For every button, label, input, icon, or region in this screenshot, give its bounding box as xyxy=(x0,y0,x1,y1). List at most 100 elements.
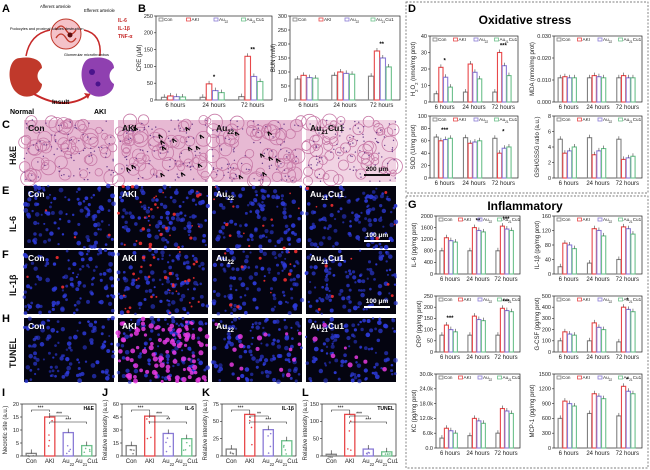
dapi-nucleus xyxy=(348,272,352,276)
dapi-nucleus xyxy=(121,215,125,219)
y-tick-label: 100 xyxy=(310,419,319,425)
nucleus-dot xyxy=(48,140,50,143)
dapi-nucleus xyxy=(49,231,54,236)
dapi-nucleus xyxy=(30,301,34,305)
tunel-positive-cell xyxy=(148,345,154,351)
dapi-nucleus xyxy=(283,325,288,330)
legend-swatch xyxy=(477,375,483,380)
dapi-nucleus xyxy=(161,283,164,286)
cytokine-signal xyxy=(393,223,396,226)
dapi-nucleus xyxy=(384,231,388,235)
dapi-nucleus xyxy=(33,220,38,226)
dapi-nucleus xyxy=(34,372,37,376)
nucleus-dot xyxy=(58,130,60,133)
dapi-nucleus xyxy=(95,265,98,269)
cytokine-signal xyxy=(155,295,158,298)
dapi-nucleus xyxy=(138,307,141,310)
dapi-nucleus xyxy=(326,227,330,230)
dapi-nucleus xyxy=(104,370,109,375)
scale-bar-label: 200 μm xyxy=(366,166,389,173)
bar xyxy=(442,139,449,179)
tubule-shape xyxy=(301,141,312,151)
dapi-nucleus xyxy=(31,209,34,213)
x-tick-label: AKI xyxy=(145,459,155,465)
dapi-nucleus xyxy=(264,369,269,374)
data-point xyxy=(66,444,69,447)
bar xyxy=(557,340,563,353)
dapi-nucleus xyxy=(64,196,67,199)
nucleus-dot xyxy=(349,168,351,171)
dapi-nucleus xyxy=(245,287,249,291)
dapi-nucleus xyxy=(250,238,254,242)
dapi-nucleus xyxy=(61,289,65,292)
dapi-nucleus xyxy=(176,277,180,280)
dapi-nucleus xyxy=(339,288,344,293)
data-point xyxy=(130,449,133,451)
bar xyxy=(596,229,602,275)
nucleus-dot xyxy=(235,175,238,177)
x-tick-label: 6 hours xyxy=(440,277,460,283)
data-point xyxy=(165,441,167,444)
dapi-nucleus xyxy=(287,238,291,242)
dapi-nucleus xyxy=(338,249,342,254)
dapi-nucleus xyxy=(82,245,86,249)
legend-label: AKI xyxy=(583,297,590,302)
tubule-shape xyxy=(389,169,397,177)
dapi-nucleus xyxy=(124,211,129,215)
bar xyxy=(199,96,207,101)
dapi-nucleus xyxy=(276,339,280,343)
cytokine-signal xyxy=(149,264,152,267)
nucleus-dot xyxy=(380,129,382,131)
nucleus-dot xyxy=(155,176,158,178)
data-point xyxy=(146,418,148,420)
dapi-nucleus xyxy=(77,187,81,191)
nucleus-dot xyxy=(294,149,297,151)
dapi-nucleus xyxy=(31,324,35,328)
significance-bracket xyxy=(331,409,350,412)
dapi-nucleus xyxy=(251,325,254,329)
nucleus-dot xyxy=(151,128,153,130)
data-point xyxy=(48,439,51,442)
cytokine-signal xyxy=(386,282,390,286)
dapi-nucleus xyxy=(329,195,333,199)
dapi-nucleus xyxy=(364,236,368,240)
dapi-nucleus xyxy=(95,360,100,365)
dapi-nucleus xyxy=(65,298,68,302)
dapi-nucleus xyxy=(255,305,259,310)
panel-letter-b: B xyxy=(138,3,146,15)
cytokine-signal xyxy=(188,301,191,304)
tunel-positive-cell xyxy=(159,362,165,368)
tunel-positive-cell xyxy=(347,362,353,368)
tubule-shape xyxy=(255,129,263,138)
dapi-nucleus xyxy=(87,203,91,207)
dapi-nucleus xyxy=(323,259,329,264)
dapi-nucleus xyxy=(110,193,115,199)
bar xyxy=(447,137,453,179)
tubule-shape xyxy=(333,174,344,185)
dapi-nucleus xyxy=(307,238,312,243)
x-tick-label: Au21Cu1 xyxy=(75,459,99,467)
y-axis-label: CRP (pg/mg prot) xyxy=(417,301,423,348)
y-tick-label: 50 xyxy=(313,436,319,442)
nucleus-dot xyxy=(228,163,230,165)
nucleus-dot xyxy=(277,121,279,123)
nucleus-dot xyxy=(189,145,191,147)
dapi-nucleus xyxy=(151,215,155,219)
dapi-nucleus xyxy=(246,204,250,207)
dapi-nucleus xyxy=(102,272,107,276)
dapi-nucleus xyxy=(347,295,351,299)
bar xyxy=(471,227,477,275)
micrograph-if1-2: Au22 xyxy=(211,247,305,316)
nucleus-dot xyxy=(297,124,299,127)
bar xyxy=(596,395,602,449)
dapi-nucleus xyxy=(383,244,389,250)
dapi-nucleus xyxy=(357,197,360,201)
y-tick-label: 600 xyxy=(542,416,551,422)
data-point xyxy=(47,445,50,447)
dapi-nucleus xyxy=(366,268,369,271)
nucleus-dot xyxy=(288,175,290,178)
cytokine-signal xyxy=(184,279,187,283)
dapi-nucleus xyxy=(286,301,289,304)
tubule-shape xyxy=(328,136,339,147)
